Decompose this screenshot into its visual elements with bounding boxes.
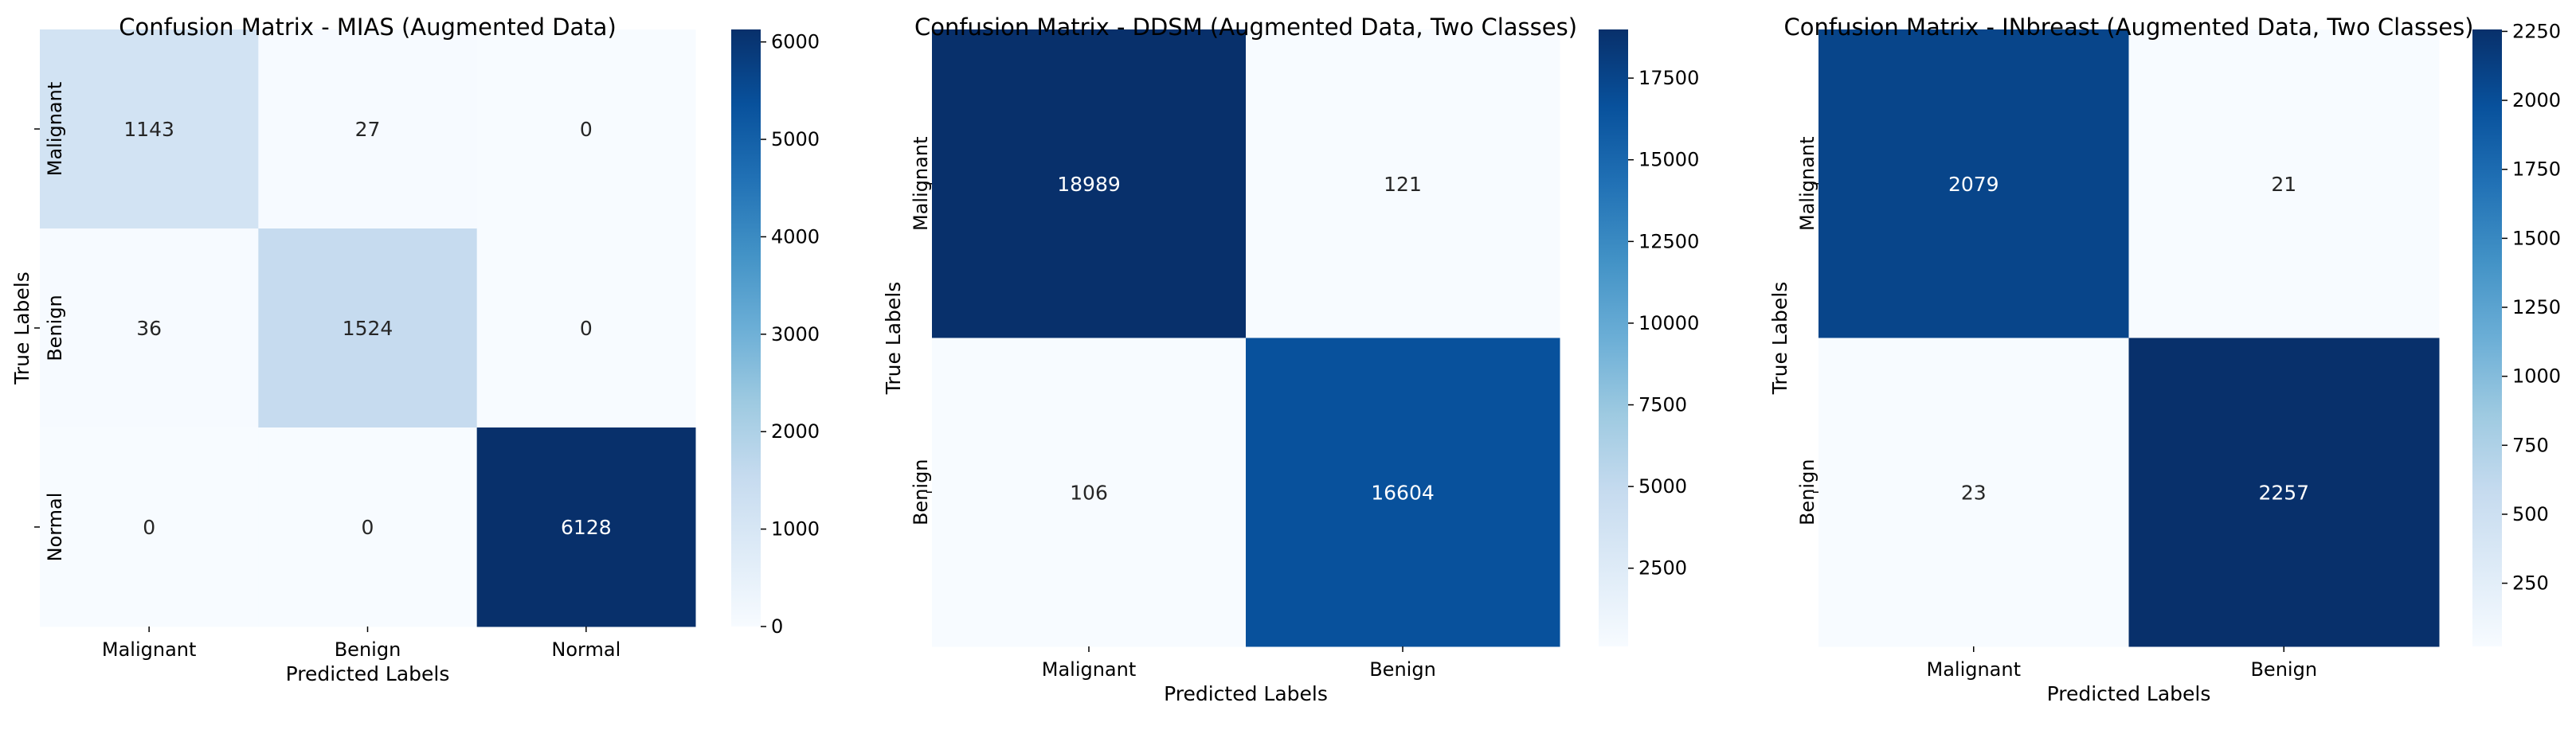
cell-value-label: 106 bbox=[1070, 481, 1108, 504]
heatmap-panel-2: 18989 121 106 16604 Confusion Matrix - DDSM … bbox=[882, 14, 1699, 705]
cell-value-label: 2257 bbox=[2258, 481, 2309, 504]
y-tick-label: Benign bbox=[44, 295, 66, 361]
heatmap-cell bbox=[2128, 338, 2440, 647]
y-tick-label: Malignant bbox=[1796, 136, 1818, 231]
colorbar-tick-label: 750 bbox=[2512, 434, 2549, 456]
heatmap-cell bbox=[476, 427, 696, 627]
y-tick-label: Malignant bbox=[910, 136, 932, 231]
colorbar-tick-label: 1500 bbox=[2512, 227, 2561, 249]
colorbar-tick-label: 4000 bbox=[771, 225, 820, 248]
cell-value-label: 0 bbox=[362, 516, 374, 539]
colorbar-tick-label: 17500 bbox=[1638, 67, 1699, 89]
colorbar-tick-label: 250 bbox=[2512, 572, 2549, 595]
y-axis-label: True Labels bbox=[10, 271, 33, 385]
heatmap-cell bbox=[1246, 338, 1560, 647]
cell-value-label: 0 bbox=[143, 516, 155, 539]
y-axis-label: True Labels bbox=[1768, 282, 1791, 396]
colorbar-tick-label: 2250 bbox=[2512, 20, 2561, 42]
cell-value-label: 6128 bbox=[561, 516, 612, 539]
colorbar-tick-label: 500 bbox=[2512, 503, 2549, 525]
y-tick-label: Normal bbox=[44, 493, 66, 562]
cell-value-label: 21 bbox=[2271, 173, 2296, 196]
x-tick-label: Benign bbox=[2250, 658, 2317, 681]
x-axis-label: Predicted Labels bbox=[1164, 682, 1328, 705]
colorbar-tick-label: 5000 bbox=[771, 128, 820, 150]
chart-title: Confusion Matrix - INbreast (Augmented D… bbox=[1783, 14, 2473, 41]
heatmap-cell bbox=[40, 228, 259, 428]
cell-value-label: 16604 bbox=[1371, 481, 1435, 504]
heatmap-cell bbox=[1246, 29, 1560, 338]
x-tick-label: Normal bbox=[551, 638, 621, 661]
x-tick-label: Benign bbox=[1369, 658, 1436, 681]
colorbar-tick-label: 2000 bbox=[771, 420, 820, 443]
cell-value-label: 0 bbox=[580, 317, 593, 340]
cell-value-label: 36 bbox=[136, 317, 162, 340]
cell-value-label: 27 bbox=[355, 118, 381, 141]
cell-value-label: 1143 bbox=[123, 118, 174, 141]
cell-value-label: 23 bbox=[1961, 481, 1987, 504]
cell-value-label: 2079 bbox=[1948, 173, 1999, 196]
heatmap-cell bbox=[258, 29, 478, 229]
colorbar bbox=[2472, 29, 2502, 646]
heatmap-cell bbox=[2128, 29, 2440, 338]
chart-title: Confusion Matrix - DDSM (Augmented Data,… bbox=[914, 14, 1577, 41]
colorbar-tick-label: 5000 bbox=[1638, 475, 1687, 498]
colorbar-tick-label: 1250 bbox=[2512, 296, 2561, 318]
colorbar-tick-label: 1000 bbox=[2512, 365, 2561, 388]
x-tick-label: Benign bbox=[335, 638, 401, 661]
heatmap-panel-3: 2079 21 23 2257 Confusion Matrix - INbreast … bbox=[1768, 14, 2561, 705]
chart-title: Confusion Matrix - MIAS (Augmented Data) bbox=[119, 14, 617, 41]
heatmap-cell bbox=[1818, 29, 2129, 338]
cell-value-label: 0 bbox=[580, 118, 593, 141]
cell-value-label: 18989 bbox=[1057, 173, 1121, 196]
colorbar-tick-label: 7500 bbox=[1638, 394, 1687, 416]
x-tick-label: Malignant bbox=[102, 638, 197, 661]
heatmap-cell bbox=[258, 427, 478, 627]
colorbar bbox=[1599, 29, 1628, 646]
heatmap-cell bbox=[932, 338, 1247, 647]
cell-value-label: 121 bbox=[1384, 173, 1422, 196]
heatmap-cell bbox=[932, 29, 1247, 338]
y-tick-label: Benign bbox=[910, 459, 932, 525]
colorbar-tick-label: 6000 bbox=[771, 31, 820, 53]
colorbar-tick-label: 3000 bbox=[771, 323, 820, 345]
colorbar-tick-label: 15000 bbox=[1638, 149, 1699, 171]
colorbar-tick-label: 2500 bbox=[1638, 557, 1687, 580]
y-tick-label: Malignant bbox=[44, 82, 66, 177]
heatmap-panel-1: 1143 27 0 36 1524 0 0 0 6128 Confusion Matrix - M… bbox=[10, 14, 820, 685]
heatmap-cell bbox=[258, 228, 478, 428]
colorbar-tick-label: 0 bbox=[771, 615, 783, 638]
colorbar-tick-label: 1750 bbox=[2512, 158, 2561, 181]
x-tick-label: Malignant bbox=[1042, 658, 1137, 681]
colorbar-tick-label: 1000 bbox=[771, 518, 820, 541]
y-tick-label: Benign bbox=[1796, 459, 1818, 525]
x-axis-label: Predicted Labels bbox=[2047, 682, 2211, 705]
colorbar-tick-label: 12500 bbox=[1638, 230, 1699, 252]
colorbar-tick-label: 2000 bbox=[2512, 89, 2561, 111]
colorbar bbox=[731, 29, 761, 627]
x-axis-label: Predicted Labels bbox=[286, 662, 450, 685]
cell-value-label: 1524 bbox=[343, 317, 393, 340]
heatmap-cell bbox=[476, 29, 696, 229]
y-axis-label: True Labels bbox=[882, 282, 905, 396]
heatmap-cell bbox=[1818, 338, 2129, 647]
heatmap-cell bbox=[476, 228, 696, 428]
x-tick-label: Malignant bbox=[1926, 658, 2021, 681]
heatmap-cell bbox=[40, 427, 259, 627]
heatmap-cell bbox=[40, 29, 259, 229]
colorbar-tick-label: 10000 bbox=[1638, 312, 1699, 334]
